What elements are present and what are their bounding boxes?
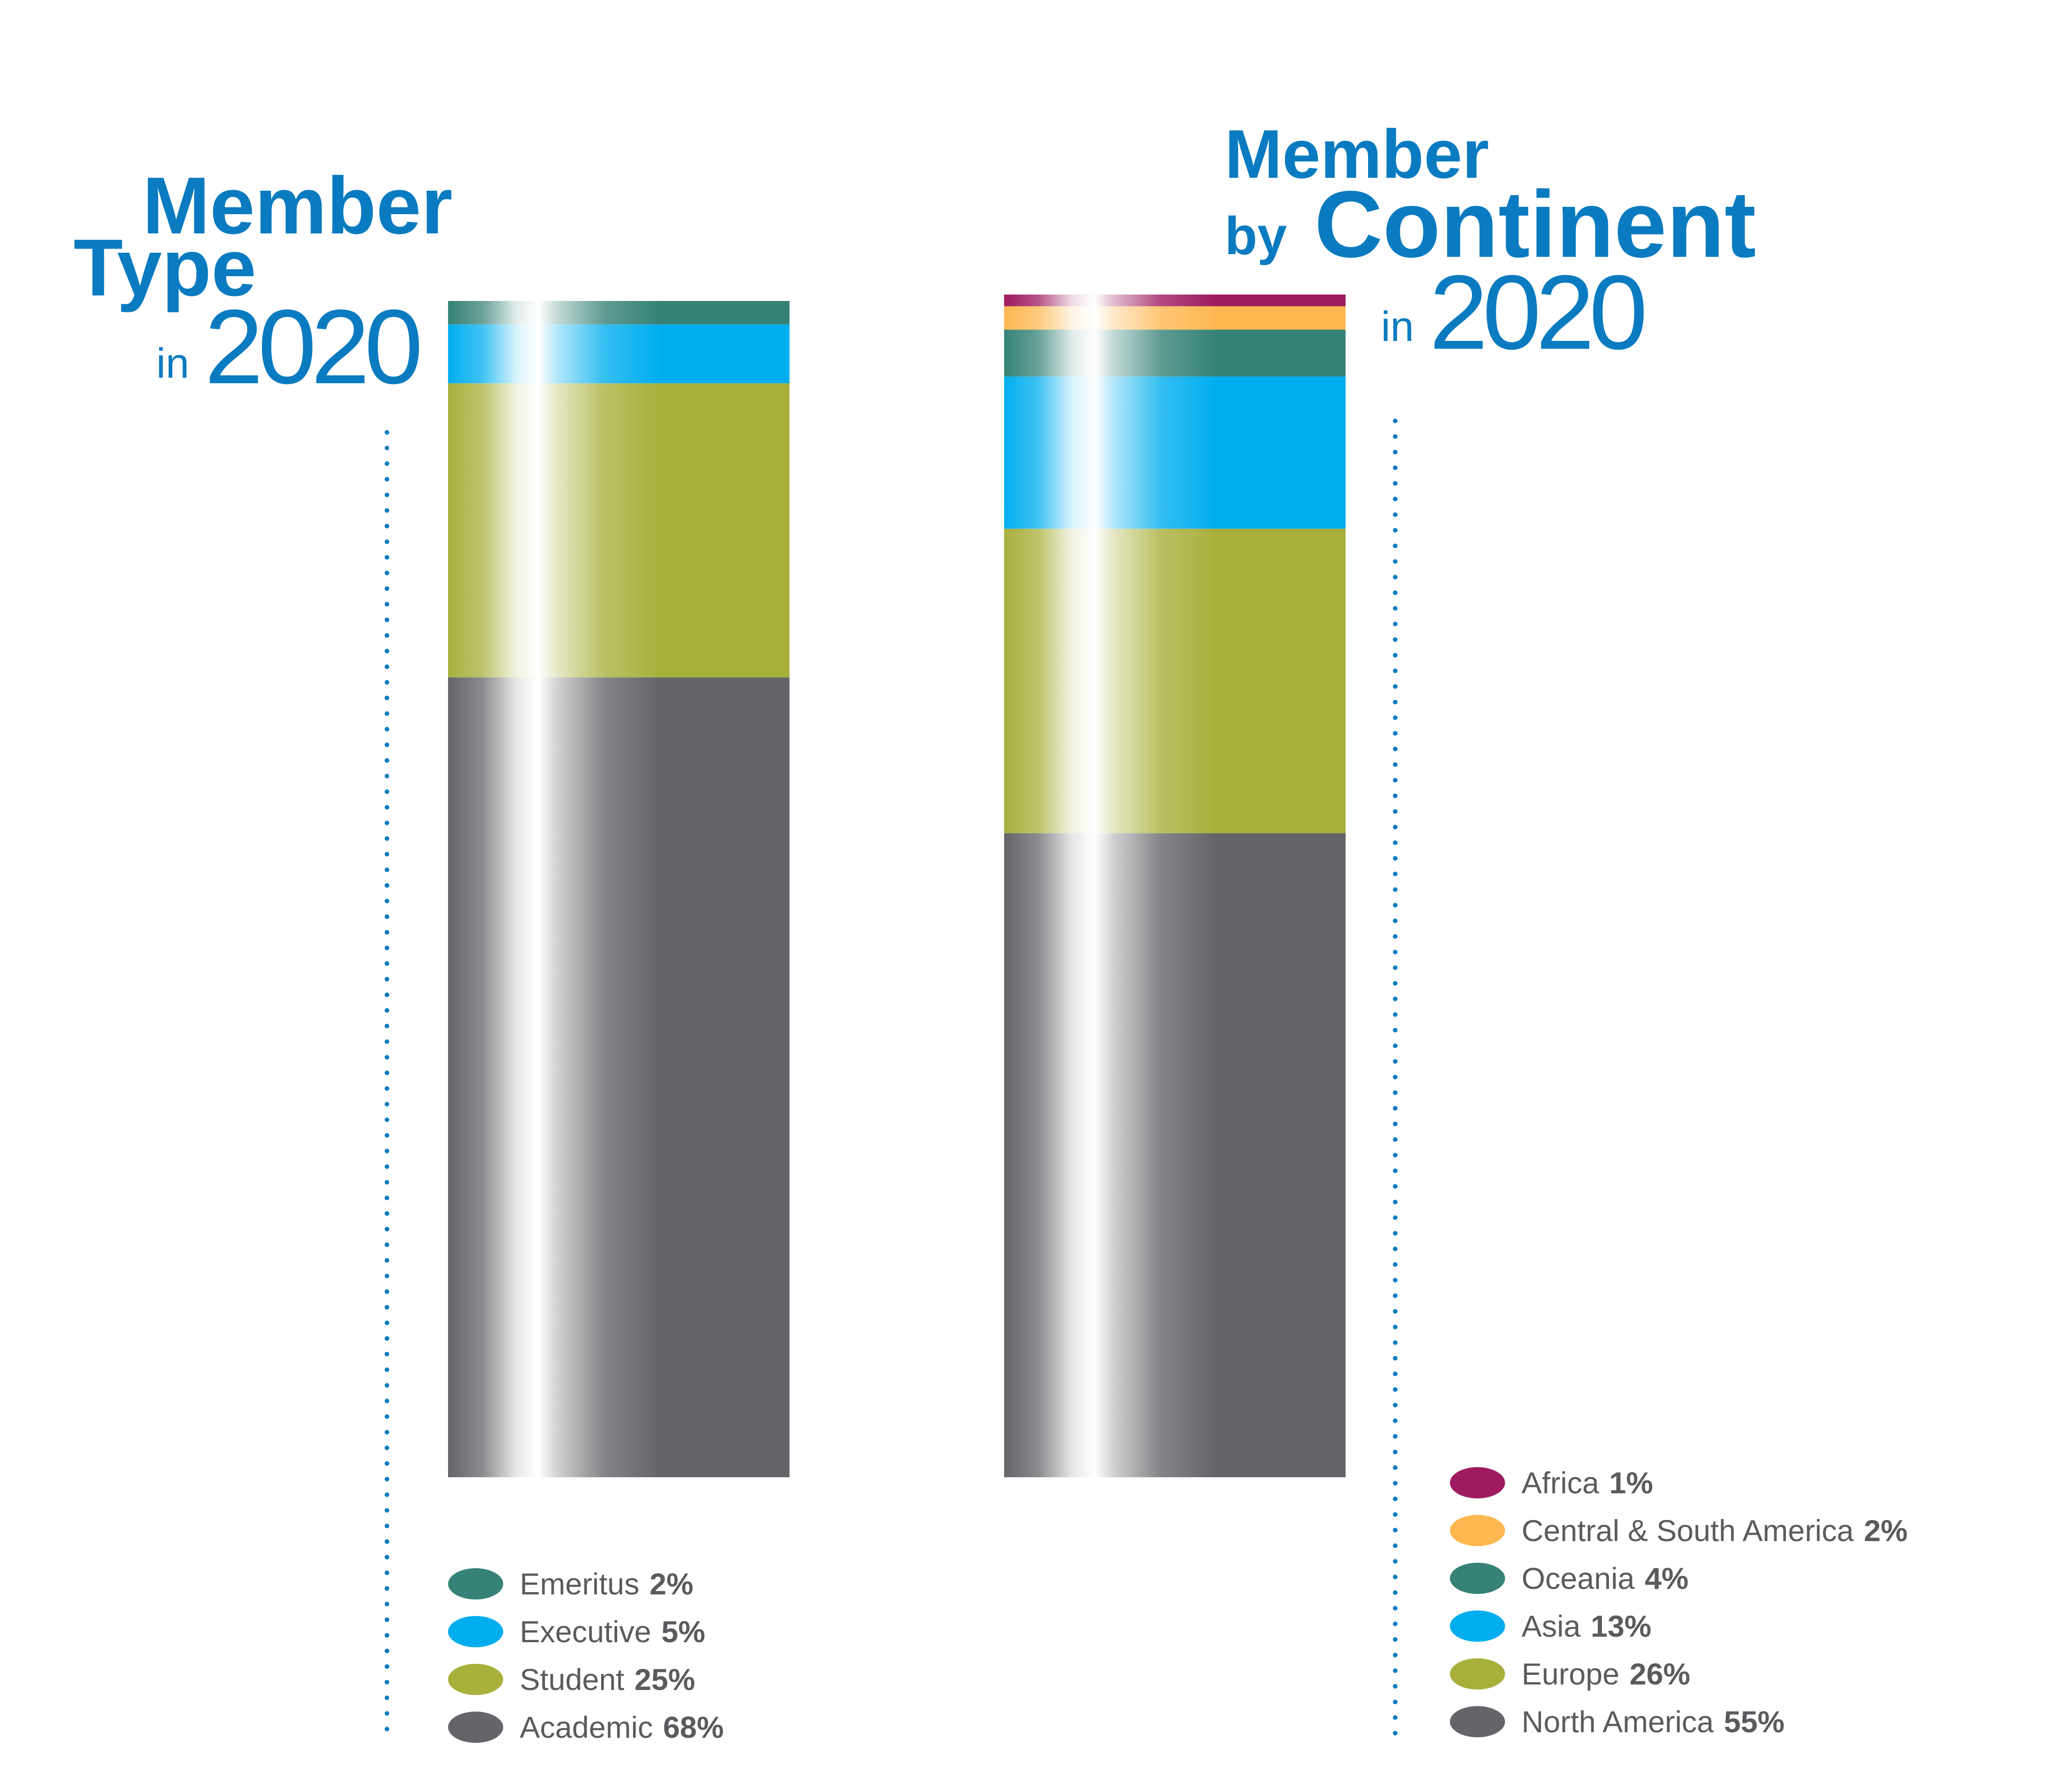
chart1-bar-highlight [448, 301, 790, 1477]
chart2-legend-value: 2% [1863, 1514, 1908, 1548]
chart2-dotted-line [1392, 418, 1398, 1739]
chart1-legend-swatch [448, 1616, 503, 1647]
chart2-legend-label: Europe [1522, 1657, 1619, 1691]
chart1-legend-value: 68% [663, 1710, 724, 1744]
chart1-title-type: Type [74, 223, 256, 313]
chart1-title-year: 2020 [205, 288, 423, 406]
chart2-legend-label: Central & South America [1522, 1514, 1854, 1548]
chart2-legend-label: North America [1522, 1705, 1714, 1739]
chart2-legend-item-north-america: North America 55% [1450, 1698, 1908, 1746]
chart2-legend-value: 13% [1591, 1609, 1652, 1643]
chart2-legend-swatch [1450, 1467, 1505, 1498]
chart2-title-continent: Continent [1314, 171, 1756, 277]
chart2-legend-value: 26% [1629, 1657, 1690, 1691]
chart2-legend-item-africa: Africa 1% [1450, 1459, 1908, 1507]
chart1-legend-value: 5% [661, 1615, 705, 1649]
chart2-stacked-bar [1004, 295, 1346, 1477]
chart1-legend-label: Academic [520, 1710, 653, 1744]
chart1-legend-item-executive: Executive 5% [448, 1608, 724, 1656]
chart2-legend-swatch [1450, 1515, 1505, 1546]
chart1-legend-swatch [448, 1712, 503, 1743]
chart2-legend-item-europe: Europe 26% [1450, 1650, 1908, 1698]
chart2-legend-swatch [1450, 1658, 1505, 1690]
chart1-legend-item-emeritus: Emeritus 2% [448, 1560, 724, 1608]
chart2-legend-item-oceania: Oceania 4% [1450, 1554, 1908, 1602]
chart1-legend-label: Emeritus [520, 1567, 640, 1601]
chart2-legend-label: Africa [1522, 1466, 1599, 1500]
chart2-legend-swatch [1450, 1706, 1505, 1737]
chart1-dotted-line [384, 430, 390, 1739]
chart2-title-year: 2020 [1429, 253, 1648, 371]
chart2-legend-value: 4% [1644, 1561, 1689, 1595]
chart2-legend-value: 1% [1609, 1466, 1653, 1500]
chart1-legend-item-student: Student 25% [448, 1656, 724, 1703]
chart1-legend-swatch [448, 1568, 503, 1599]
chart2-legend-item-central-and-south-america: Central & South America 2% [1450, 1507, 1908, 1554]
chart1-title-member: Member [142, 161, 453, 251]
chart2-bar-highlight [1004, 295, 1346, 1477]
chart2-legend-value: 55% [1724, 1705, 1785, 1739]
chart1-legend-value: 25% [634, 1662, 695, 1696]
chart2-legend-swatch [1450, 1563, 1505, 1594]
chart1-stacked-bar [448, 301, 790, 1477]
chart1-legend: Emeritus 2% Executive 5% Student 25% Academic 6… [448, 1560, 724, 1751]
chart2-title-member: Member [1225, 115, 1489, 193]
chart1-legend-label: Executive [520, 1615, 652, 1649]
chart2-legend-item-asia: Asia 13% [1450, 1602, 1908, 1650]
chart1-legend-value: 2% [649, 1567, 693, 1601]
chart1-legend-item-academic: Academic 68% [448, 1703, 724, 1751]
chart2-title-in: in [1381, 303, 1414, 350]
chart2-legend-swatch [1450, 1611, 1505, 1642]
chart2-title-by: by [1225, 206, 1287, 266]
chart1-legend-label: Student [520, 1662, 625, 1696]
chart2-legend: Africa 1% Central & South America 2% Oceania… [1450, 1459, 1908, 1746]
chart2-legend-label: Asia [1522, 1609, 1581, 1643]
chart1-title-in: in [156, 340, 189, 387]
chart1-legend-swatch [448, 1664, 503, 1695]
chart2-legend-label: Oceania [1522, 1561, 1635, 1595]
